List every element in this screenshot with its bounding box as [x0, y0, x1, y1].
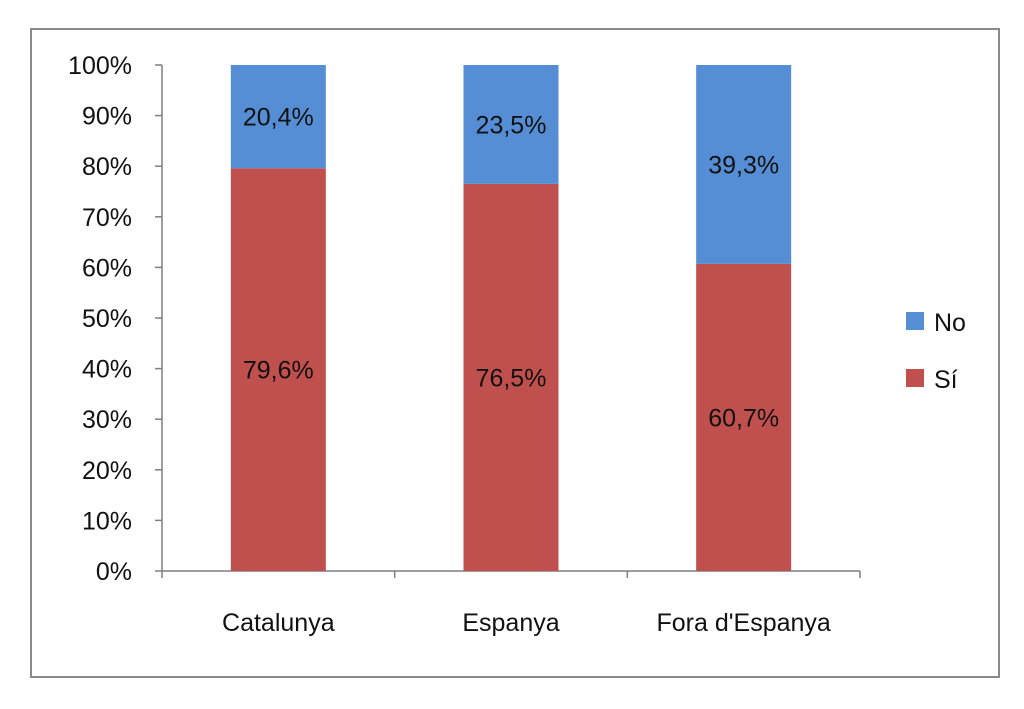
x-category-label: Catalunya — [222, 609, 335, 637]
y-tick-label: 70% — [82, 204, 132, 232]
data-label: 79,6% — [243, 357, 314, 385]
data-label: 20,4% — [243, 104, 314, 132]
data-label: 60,7% — [708, 404, 779, 432]
y-tick-label: 50% — [82, 305, 132, 333]
bar-segment — [696, 65, 792, 264]
data-labels: 79,6% 20,4% 76,5% 23,5% 60,7% 39,3% — [243, 104, 779, 433]
legend-label: No — [934, 309, 966, 337]
y-tick-label: 40% — [82, 356, 132, 384]
x-category-label: Fora d'Espanya — [657, 609, 831, 637]
bars — [230, 65, 792, 571]
bar-segment — [696, 263, 792, 571]
data-label: 39,3% — [708, 151, 779, 179]
y-tick-label: 60% — [82, 254, 132, 282]
legend: No Sí — [906, 309, 966, 394]
y-tick-label: 10% — [82, 507, 132, 535]
x-category-label: Espanya — [462, 609, 559, 637]
legend-label: Sí — [934, 366, 958, 394]
data-label: 76,5% — [476, 364, 547, 392]
y-tick-label: 80% — [82, 153, 132, 181]
y-tick-label: 30% — [82, 406, 132, 434]
y-tick-label: 90% — [82, 103, 132, 131]
y-tick-label: 0% — [96, 558, 132, 586]
bar-segment — [463, 183, 559, 571]
bar-segment — [463, 65, 559, 184]
legend-swatch — [906, 369, 924, 387]
axes: 0% 10% 20% 30% 40% 50% 60% 70% 80% 90% 100% Catalun… — [68, 52, 861, 637]
y-tick-label: 20% — [82, 457, 132, 485]
y-tick-label: 100% — [68, 52, 132, 80]
bar-segment — [230, 168, 326, 571]
legend-swatch — [906, 312, 924, 330]
data-label: 23,5% — [476, 111, 547, 139]
bar-segment — [230, 65, 326, 169]
